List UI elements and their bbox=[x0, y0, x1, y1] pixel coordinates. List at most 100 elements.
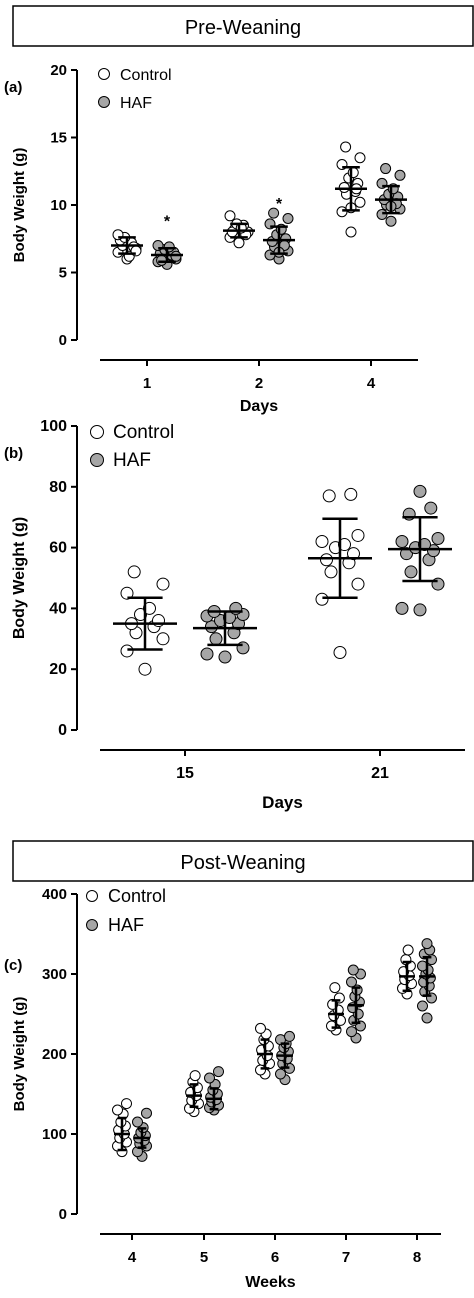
data-point-control bbox=[344, 487, 358, 501]
data-point-control bbox=[333, 645, 347, 659]
legend-label-control: Control bbox=[113, 422, 174, 443]
x-tick-label: 1 bbox=[143, 375, 151, 392]
data-point-control bbox=[336, 206, 348, 218]
data-point-haf bbox=[395, 535, 409, 549]
data-point-control bbox=[338, 181, 350, 193]
y-tick-label: 300 bbox=[42, 966, 67, 983]
data-point-control bbox=[121, 1098, 132, 1110]
y-tick-label: 20 bbox=[49, 661, 67, 678]
data-point-haf bbox=[394, 169, 406, 181]
data-point-haf bbox=[218, 650, 232, 664]
data-point-control bbox=[322, 489, 336, 503]
data-point-control bbox=[324, 565, 338, 579]
legend-marker-control bbox=[98, 68, 110, 80]
panel-c-chart: 0 100 200 300 400 4 5 6 7 8 Weeks Body Weight (g) (c… bbox=[4, 886, 441, 1291]
data-point-haf bbox=[347, 964, 359, 976]
data-point-haf bbox=[282, 213, 294, 224]
data-point-control bbox=[351, 577, 365, 591]
data-point-haf bbox=[170, 250, 182, 262]
data-point-control bbox=[315, 592, 329, 606]
y-tick-label: 15 bbox=[50, 130, 67, 147]
data-point-control bbox=[354, 152, 366, 164]
data-point-control bbox=[320, 553, 333, 567]
y-tick-label: 40 bbox=[49, 600, 67, 617]
data-point-haf bbox=[424, 501, 438, 515]
y-tick-label: 10 bbox=[50, 197, 67, 214]
data-point-control bbox=[340, 141, 352, 153]
y-tick-label: 100 bbox=[42, 1126, 67, 1143]
significance-star: * bbox=[164, 214, 171, 231]
data-point-haf bbox=[156, 254, 168, 266]
data-point-control bbox=[189, 1070, 201, 1082]
x-tick-label: 2 bbox=[255, 375, 263, 392]
pre-weaning-header: Pre-Weaning bbox=[185, 17, 301, 39]
data-point-haf bbox=[284, 1030, 295, 1042]
data-point-haf bbox=[200, 647, 214, 661]
data-point-haf bbox=[418, 538, 431, 552]
data-point-control bbox=[224, 210, 236, 222]
pre-weaning-header-box bbox=[12, 5, 474, 47]
legend-label-haf: HAF bbox=[113, 450, 151, 471]
panel-b-chart: 0 20 40 60 80 100 15 21 Days Body Weight (g) (b) Co… bbox=[4, 418, 465, 812]
data-point-haf bbox=[413, 484, 427, 498]
legend-marker-haf bbox=[90, 453, 104, 467]
data-point-control bbox=[138, 662, 152, 676]
data-point-control bbox=[233, 237, 245, 249]
data-point-control bbox=[120, 644, 134, 658]
legend-label-haf: HAF bbox=[108, 915, 144, 935]
data-point-haf bbox=[400, 547, 413, 561]
x-tick-label: 4 bbox=[128, 1249, 137, 1266]
data-point-haf bbox=[376, 208, 388, 220]
x-tick-label: 5 bbox=[200, 1249, 208, 1266]
x-axis-label: Weeks bbox=[245, 1274, 296, 1291]
x-axis-label: Days bbox=[262, 793, 303, 812]
data-point-haf bbox=[204, 1072, 215, 1084]
data-point-control bbox=[354, 196, 366, 208]
y-tick-label: 0 bbox=[59, 332, 67, 349]
data-point-control bbox=[315, 535, 329, 549]
data-point-haf bbox=[346, 1026, 357, 1038]
data-point-control bbox=[347, 547, 360, 561]
legend-marker-control bbox=[86, 890, 98, 902]
post-weaning-header: Post-Weaning bbox=[180, 852, 305, 874]
panel-label: (a) bbox=[4, 79, 22, 96]
x-tick-label: 7 bbox=[342, 1249, 350, 1266]
data-point-haf bbox=[268, 207, 280, 219]
x-tick-label: 6 bbox=[271, 1249, 279, 1266]
data-point-control bbox=[345, 226, 357, 238]
data-point-haf bbox=[132, 1116, 143, 1128]
y-tick-label: 0 bbox=[58, 722, 67, 739]
data-point-haf bbox=[421, 938, 433, 950]
data-point-control bbox=[120, 586, 134, 600]
data-point-control bbox=[402, 944, 414, 956]
legend-label-control: Control bbox=[120, 67, 172, 84]
data-point-haf bbox=[213, 1066, 224, 1078]
data-point-haf bbox=[421, 1012, 433, 1024]
panel-label: (c) bbox=[4, 957, 22, 974]
data-point-haf bbox=[431, 531, 445, 545]
y-tick-label: 200 bbox=[42, 1046, 67, 1063]
data-point-control bbox=[338, 538, 351, 552]
y-axis-label: Body Weight (g) bbox=[11, 997, 28, 1112]
legend-marker-control bbox=[90, 425, 104, 439]
data-point-haf bbox=[395, 601, 409, 615]
y-tick-label: 60 bbox=[49, 540, 67, 557]
data-point-control bbox=[134, 607, 147, 621]
data-point-haf bbox=[346, 976, 357, 988]
data-point-haf bbox=[385, 215, 397, 227]
legend-marker-haf bbox=[98, 96, 110, 108]
data-point-control bbox=[156, 577, 170, 591]
data-point-haf bbox=[380, 163, 392, 175]
legend-label-haf: HAF bbox=[120, 95, 152, 112]
y-tick-label: 80 bbox=[49, 479, 67, 496]
x-tick-label: 8 bbox=[413, 1249, 421, 1266]
y-tick-label: 400 bbox=[42, 886, 67, 903]
data-point-haf bbox=[141, 1107, 152, 1119]
data-point-haf bbox=[417, 1000, 428, 1012]
data-point-haf bbox=[413, 603, 427, 617]
data-point-control bbox=[329, 982, 341, 994]
y-axis-label: Body Weight (g) bbox=[11, 517, 28, 639]
data-point-control bbox=[351, 528, 365, 542]
